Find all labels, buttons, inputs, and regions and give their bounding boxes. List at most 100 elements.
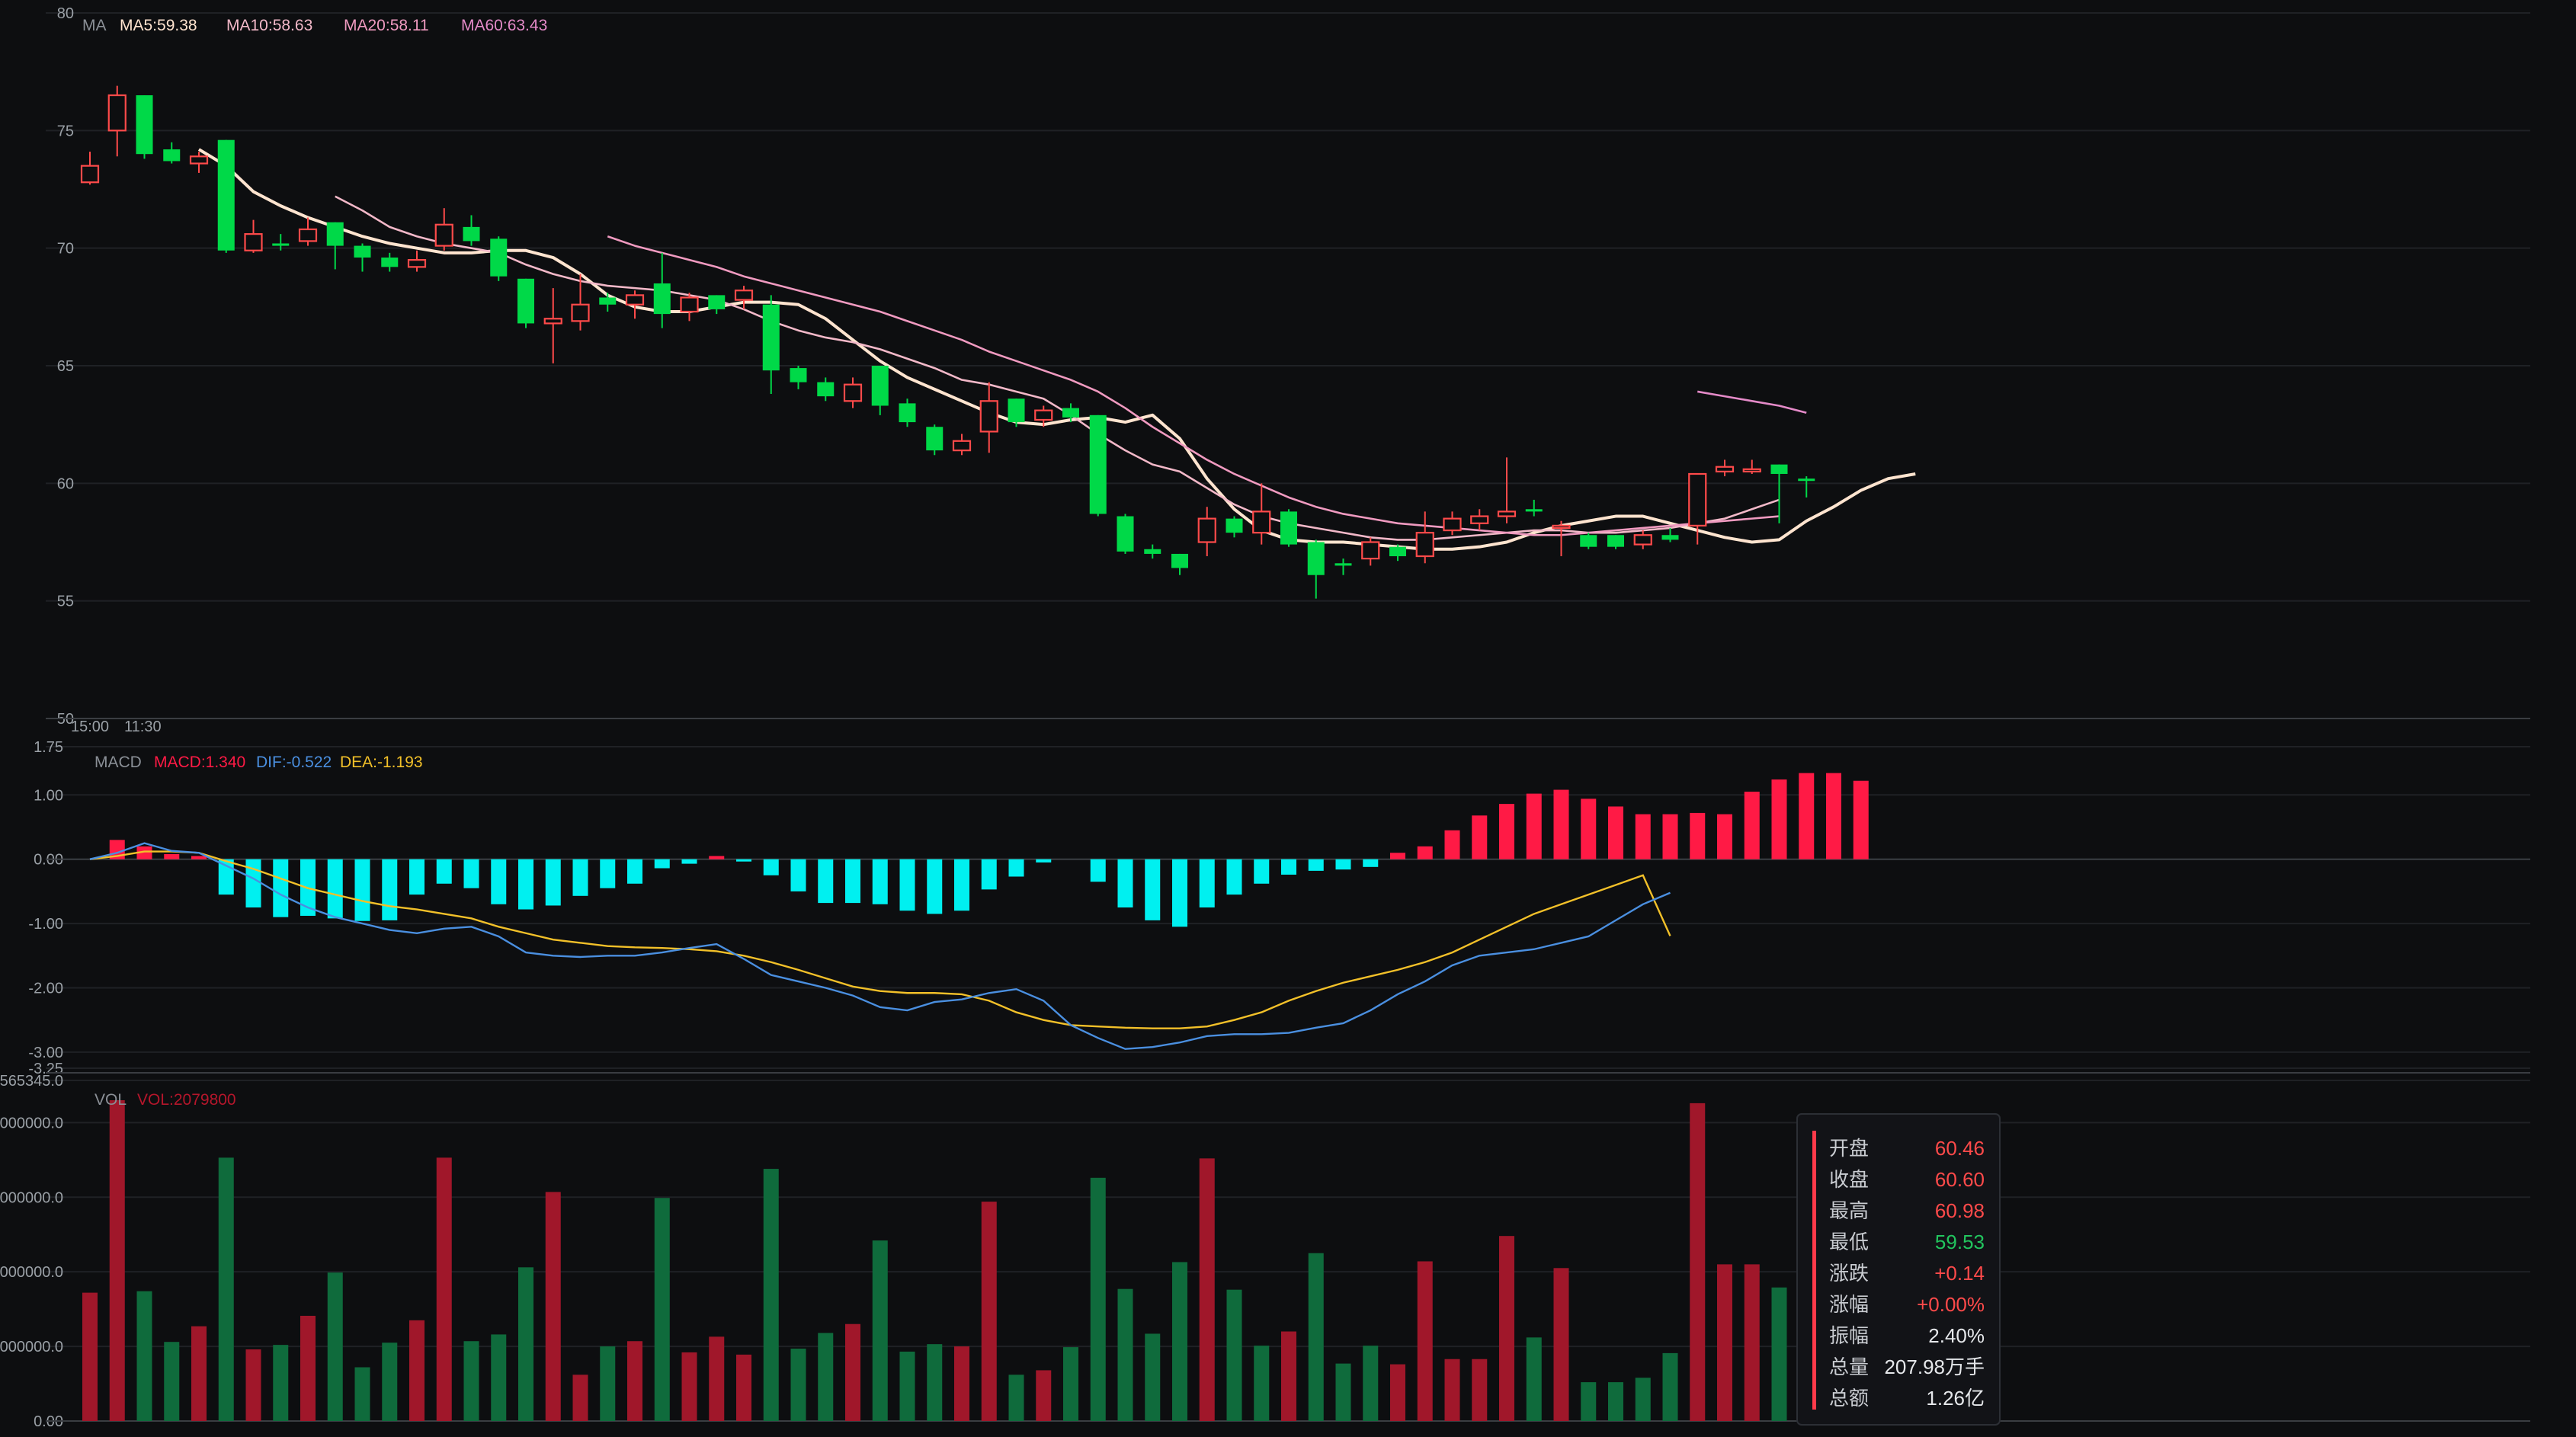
macd-bar[interactable] [790,859,806,891]
candle[interactable] [543,288,562,363]
macd-bar[interactable] [1417,846,1433,859]
candle[interactable] [1226,516,1243,538]
volume-bar[interactable] [1771,1287,1787,1421]
macd-bar[interactable] [136,846,152,859]
volume-bar[interactable] [1444,1359,1460,1421]
macd-bar[interactable] [600,859,616,888]
candle[interactable] [790,366,807,389]
volume-bar[interactable] [109,1099,125,1421]
macd-bar[interactable] [627,859,642,884]
volume-bar[interactable] [899,1351,915,1421]
volume-bar[interactable] [1744,1264,1760,1421]
candle[interactable] [843,377,863,408]
candle[interactable] [1742,459,1761,474]
macd-bar[interactable] [1254,859,1270,884]
macd-bar[interactable] [1172,859,1187,927]
volume-bar[interactable] [1172,1262,1187,1421]
volume-bar[interactable] [1390,1364,1405,1421]
macd-bar[interactable] [1199,859,1215,907]
macd-bar[interactable] [245,859,261,907]
volume-bar[interactable] [709,1336,725,1421]
macd-bar[interactable] [1608,806,1623,859]
macd-bar[interactable] [872,859,888,904]
macd-bar[interactable] [1008,859,1024,877]
candle[interactable] [1661,527,1679,542]
candle[interactable] [217,139,235,253]
ohlc-tooltip[interactable]: 开盘 60.46 收盘 60.60 最高 60.98 最低 59.53 涨跌 +0.14 涨幅 +0.… [1796,1113,2001,1426]
volume-bar[interactable] [818,1333,834,1421]
macd-bar[interactable] [763,859,779,875]
candle[interactable] [244,219,263,253]
volume-bar[interactable] [681,1352,697,1421]
volume-bar[interactable] [736,1354,751,1421]
macd-bar[interactable] [1145,859,1161,920]
macd-bar[interactable] [1771,779,1787,859]
volume-bar[interactable] [981,1202,997,1421]
macd-bar[interactable] [1335,859,1351,870]
volume-bar[interactable] [409,1320,425,1421]
volume-bar[interactable] [1717,1264,1732,1421]
candle[interactable] [1715,459,1735,477]
volume-bar[interactable] [1608,1382,1623,1421]
macd-bar[interactable] [273,859,289,917]
candle[interactable] [1144,544,1161,559]
macd-bar[interactable] [545,859,561,906]
macd-bar[interactable] [409,859,425,895]
macd-bar[interactable] [218,859,234,895]
candle[interactable] [1197,507,1216,557]
volume-bar[interactable] [1363,1346,1379,1421]
candle[interactable] [189,152,209,173]
macd-bar[interactable] [463,859,479,888]
volume-bar[interactable] [1008,1375,1024,1421]
volume-bar[interactable] [1145,1333,1161,1421]
volume-bar[interactable] [763,1169,779,1421]
candle[interactable] [1334,558,1352,575]
candle[interactable] [1252,483,1271,545]
volume-bar[interactable] [82,1292,98,1421]
candle[interactable] [1415,511,1434,564]
macd-bar[interactable] [1090,859,1106,882]
macd-bar[interactable] [327,859,343,919]
macd-bar[interactable] [1690,812,1706,859]
macd-bar[interactable] [1853,780,1869,859]
macd-bar[interactable] [1472,815,1488,859]
macd-bar[interactable] [709,856,725,859]
candle[interactable] [1607,535,1624,549]
candle[interactable] [1034,405,1053,427]
macd-bar[interactable] [1036,859,1052,863]
macd-bar[interactable] [654,859,670,869]
candle[interactable] [1633,530,1652,549]
macd-bar[interactable] [954,859,969,911]
volume-bar[interactable] [354,1367,370,1421]
volume-bar[interactable] [627,1341,642,1421]
volume-bar[interactable] [1472,1359,1488,1421]
candle[interactable] [1688,472,1707,545]
macd-bar[interactable] [927,859,943,914]
candle[interactable] [625,290,645,319]
volume-bar[interactable] [491,1334,507,1421]
candle[interactable] [1443,511,1462,536]
volume-bar[interactable] [436,1157,452,1421]
macd-bar[interactable] [382,859,398,920]
volume-bar[interactable] [1199,1158,1215,1421]
candle[interactable] [107,85,127,157]
volume-bar[interactable] [872,1240,888,1421]
macd-bar[interactable] [1717,814,1732,859]
volume-bar[interactable] [1036,1370,1052,1421]
volume-bar[interactable] [1499,1236,1514,1421]
candle[interactable] [734,286,754,309]
candle[interactable] [354,243,371,272]
candle[interactable] [298,217,318,246]
candle[interactable] [407,250,427,272]
volume-bar[interactable] [600,1346,616,1421]
volume-bar[interactable] [327,1272,343,1421]
candle[interactable] [163,142,181,164]
volume-bar[interactable] [1226,1289,1242,1421]
volume-bar[interactable] [954,1346,969,1421]
macd-bar[interactable] [1799,773,1815,859]
macd-bar[interactable] [981,859,997,890]
candle[interactable] [517,278,534,328]
macd-bar[interactable] [1363,859,1379,867]
candle[interactable] [490,236,508,281]
